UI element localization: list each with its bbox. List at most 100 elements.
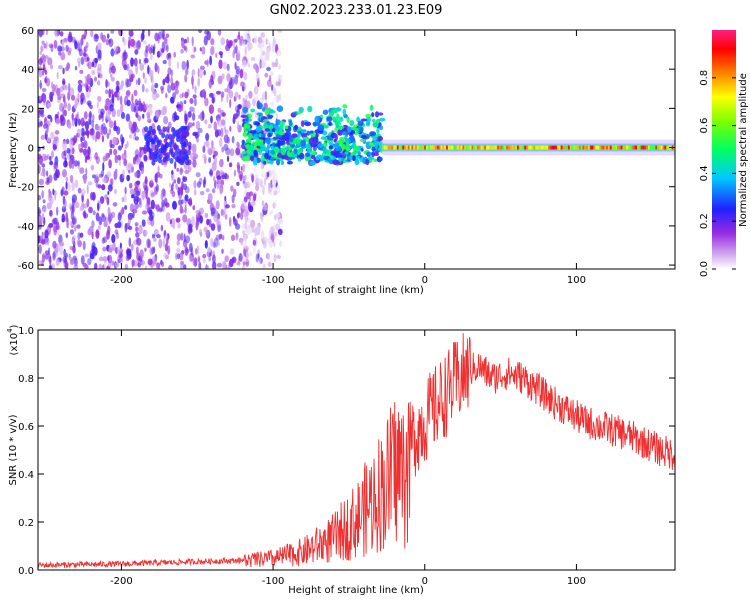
spectrogram-noise-cell	[241, 59, 247, 68]
spectrogram-noise-cell	[276, 213, 281, 219]
spectrogram-noise-cell	[55, 243, 61, 253]
spectrogram-noise-cell	[135, 232, 140, 238]
spectrogram-noise-cell	[98, 256, 104, 262]
spectrogram-noise-cell	[80, 136, 83, 143]
spectrogram-burst-cell	[377, 136, 383, 142]
spectrogram-noise-cell	[131, 259, 135, 267]
spectrogram-noise-cell	[115, 46, 121, 54]
spectrogram-noise-cell	[185, 159, 189, 166]
spectrogram-noise-cell	[175, 183, 179, 190]
spectrogram-noise-cell	[102, 264, 105, 269]
spectrogram-noise-cell	[97, 42, 102, 50]
spectrogram-burst-cell	[345, 151, 349, 155]
spectrogram-noise-cell	[209, 55, 213, 66]
spectrogram-noise-cell	[110, 76, 115, 82]
spectrogram-noise-cell	[259, 196, 262, 201]
spectrogram-noise-cell	[126, 99, 131, 107]
spectrogram-noise-cell	[191, 36, 194, 47]
spectrogram-noise-cell	[270, 101, 275, 107]
spectrogram-noise-cell	[266, 66, 271, 72]
spectrogram-noise-cell	[186, 36, 190, 44]
spectrogram-carrier-cell	[400, 145, 403, 150]
spectrogram-noise-cell	[50, 131, 55, 140]
spectrogram-noise-cell	[220, 119, 226, 126]
spectrogram-noise-cell	[148, 125, 153, 132]
spectrogram-noise-cell	[225, 44, 231, 52]
spectrogram-x-tick-label: -200	[110, 275, 133, 286]
snr-ticks: -200 -100 0 100 0.0 0.2 0.4 0.6 0.8 1.0	[18, 326, 675, 587]
spectrogram-carrier-cell	[597, 145, 600, 150]
spectrogram-noise-cell	[157, 34, 161, 44]
spectrogram-noise-cell	[99, 196, 105, 204]
spectrogram-noise-cell	[88, 206, 93, 214]
spectrogram-carrier-cell	[438, 145, 441, 150]
spectrogram-noise-cell	[128, 169, 131, 174]
spectrogram-noise-cell	[176, 177, 181, 185]
spectrogram-noise-cell	[177, 222, 181, 229]
spectrogram-noise-cell	[143, 144, 148, 151]
spectrogram-noise-cell	[191, 75, 194, 86]
spectrogram-noise-cell	[61, 150, 67, 160]
spectrogram-noise-cell	[174, 89, 179, 95]
spectrogram-noise-cell	[125, 113, 131, 122]
colorbar-gradient	[712, 30, 736, 269]
spectrogram-noise-cell	[67, 91, 71, 101]
spectrogram-noise-cell	[166, 152, 171, 158]
spectrogram-burst-cell	[354, 159, 360, 166]
spectrogram-noise-cell	[150, 178, 153, 184]
spectrogram-noise-cell	[121, 136, 125, 144]
spectrogram-noise-cell	[142, 72, 145, 79]
spectrogram-carrier-cell	[633, 145, 636, 150]
spectrogram-noise-cell	[43, 98, 46, 107]
spectrogram-noise-cell	[150, 199, 155, 210]
spectrogram-noise-cell	[153, 237, 157, 242]
spectrogram-noise-cell	[94, 57, 98, 64]
spectrogram-burst-cell	[256, 112, 263, 116]
spectrogram-noise-cell	[234, 38, 238, 43]
spectrogram-noise-cell	[188, 242, 193, 253]
spectrogram-noise-cell	[229, 98, 232, 108]
spectrogram-noise-cell	[268, 183, 273, 193]
spectrogram-noise-cell	[212, 176, 216, 182]
spectrogram-burst-cell	[334, 127, 338, 133]
spectrogram-noise-cell	[98, 173, 104, 178]
spectrogram-noise-cell	[221, 174, 226, 180]
spectrogram-carrier-cell	[395, 145, 398, 150]
spectrogram-noise-cell	[253, 193, 257, 202]
spectrogram-burst-cell	[376, 127, 380, 134]
spectrogram-noise-cell	[184, 205, 187, 214]
spectrogram-noise-cell	[151, 255, 157, 263]
spectrogram-noise-cell	[167, 245, 171, 255]
spectrogram-noise-cell	[154, 62, 158, 73]
spectrogram-noise-cell	[274, 199, 278, 208]
spectrogram-burst-cell	[310, 142, 318, 148]
spectrogram-noise-cell	[151, 233, 156, 239]
spectrogram-carrier-cell	[471, 145, 474, 150]
spectrogram-noise-cell	[72, 218, 76, 225]
spectrogram-burst-cell	[337, 129, 343, 136]
spectrogram-noise-cell	[73, 225, 77, 232]
spectrogram-burst-cell	[300, 120, 305, 127]
spectrogram-noise-cell	[38, 260, 43, 265]
spectrogram-noise-cell	[73, 160, 79, 167]
spectrogram-noise-cell	[111, 93, 115, 104]
spectrogram-noise-cell	[224, 126, 227, 134]
spectrogram-noise-cell	[236, 141, 240, 148]
spectrogram-noise-cell	[69, 229, 75, 235]
spectrogram-noise-cell	[65, 84, 68, 91]
spectrogram-noise-cell	[180, 49, 184, 54]
spectrogram-noise-cell	[135, 40, 141, 51]
spectrogram-y-tick-label: -20	[18, 183, 34, 194]
spectrogram-noise-cell	[171, 126, 175, 133]
spectrogram-noise-cell	[242, 265, 246, 269]
spectrogram-noise-cell	[48, 223, 54, 228]
spectrogram-noise-cell	[87, 228, 92, 236]
spectrogram-noise-cell	[269, 169, 272, 178]
spectrogram-noise-cell	[235, 223, 241, 230]
spectrogram-noise-cell	[80, 117, 85, 127]
spectrogram-burst-cell	[365, 113, 372, 118]
spectrogram-noise-cell	[204, 240, 208, 249]
spectrogram-noise-cell	[145, 203, 149, 211]
spectrogram-noise-cell	[147, 258, 153, 266]
spectrogram-burst-cell	[326, 116, 333, 122]
